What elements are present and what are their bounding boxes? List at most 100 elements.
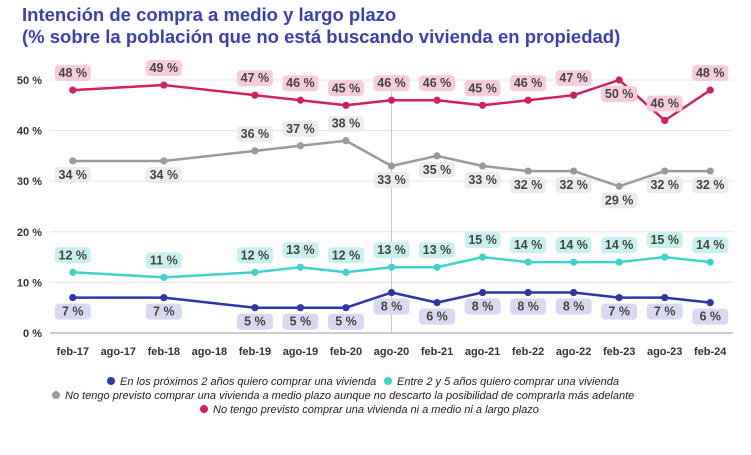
data-label-bg [282, 75, 319, 92]
data-point [478, 288, 487, 297]
data-label: 45 % [468, 81, 497, 95]
x-tick-label: feb-18 [148, 346, 180, 358]
data-label-bg [510, 237, 547, 254]
data-label: 34 % [150, 168, 179, 182]
data-label-bg [601, 237, 638, 254]
data-point [433, 152, 441, 160]
data-label: 6 % [426, 310, 448, 324]
data-label: 14 % [696, 238, 725, 252]
data-label-bg [464, 298, 501, 315]
data-label-bg [510, 177, 547, 194]
chart-subtitle: (% sobre la población que no está buscan… [22, 26, 621, 47]
data-point [615, 76, 623, 84]
data-label: 49 % [150, 61, 179, 75]
data-label: 5 % [244, 315, 266, 329]
data-point [296, 304, 305, 312]
data-label: 13 % [423, 243, 452, 257]
data-label-bg [419, 242, 456, 259]
data-label: 35 % [423, 163, 452, 177]
x-tick-label: ago-22 [556, 346, 591, 358]
data-label-bg [236, 70, 273, 87]
data-label: 13 % [377, 243, 406, 257]
data-label-bg [145, 60, 182, 77]
data-label-bg [601, 303, 638, 320]
data-point [615, 293, 623, 302]
data-label-bg [327, 115, 364, 132]
data-label: 46 % [377, 76, 406, 90]
data-point [342, 268, 350, 276]
data-label-bg [692, 177, 729, 194]
legend-dot-icon [52, 391, 60, 400]
data-point [251, 268, 259, 276]
data-point [160, 157, 168, 165]
data-label-bg [282, 242, 319, 259]
data-point [160, 293, 168, 302]
data-point [706, 167, 714, 175]
data-label: 45 % [332, 81, 361, 95]
data-point [69, 293, 77, 302]
x-tick-label: ago-20 [374, 346, 409, 358]
data-point [615, 258, 623, 266]
data-label-bg [54, 247, 91, 264]
data-label: 8 % [472, 300, 494, 314]
data-label: 29 % [605, 193, 634, 207]
data-label-bg [692, 237, 729, 254]
data-label: 47 % [559, 71, 588, 85]
data-label: 12 % [241, 248, 270, 262]
data-point [661, 253, 669, 261]
data-label: 14 % [559, 238, 588, 252]
data-label: 8 % [381, 300, 403, 314]
data-label: 34 % [59, 168, 88, 182]
x-tick-label: ago-17 [101, 346, 136, 358]
data-point [296, 142, 305, 150]
data-label-bg [373, 298, 410, 315]
data-point [251, 91, 259, 99]
legend-label: No tengo previsto comprar una vivienda n… [213, 404, 539, 416]
data-point [342, 137, 350, 145]
data-label-bg [464, 80, 501, 97]
data-label: 37 % [286, 122, 315, 136]
data-label-bg [419, 75, 456, 92]
data-point [661, 167, 669, 175]
data-label: 46 % [423, 76, 452, 90]
data-label: 32 % [514, 178, 543, 192]
data-label-bg [373, 172, 410, 189]
data-label: 38 % [332, 117, 361, 131]
data-label-bg [282, 313, 319, 330]
data-label-bg [510, 298, 547, 315]
data-point [160, 81, 168, 89]
data-label-bg [145, 252, 182, 269]
data-label-bg [601, 192, 638, 209]
data-point [69, 268, 77, 276]
data-point [524, 288, 532, 297]
data-label-bg [236, 247, 273, 264]
data-label: 13 % [286, 243, 315, 257]
data-label: 36 % [241, 127, 270, 141]
legend-label: En los próximos 2 años quiero comprar un… [120, 376, 377, 388]
data-label-bg [555, 70, 592, 87]
data-point [570, 167, 578, 175]
legend-item: No tengo previsto comprar una vivienda a… [52, 390, 634, 402]
x-tick-label: ago-23 [647, 346, 682, 358]
data-label-bg [327, 247, 364, 264]
data-point [433, 299, 441, 307]
data-label: 48 % [59, 66, 88, 80]
data-point [524, 167, 532, 175]
data-point [570, 288, 578, 297]
data-label-bg [646, 232, 683, 249]
data-label-bg [282, 120, 319, 137]
data-point [478, 101, 487, 109]
data-point [570, 258, 578, 266]
data-label: 50 % [605, 87, 634, 101]
data-point [524, 96, 532, 104]
data-point [69, 86, 77, 94]
data-point [661, 116, 669, 125]
data-label: 8 % [517, 300, 539, 314]
data-label-bg [419, 161, 456, 178]
data-label: 32 % [696, 178, 725, 192]
data-label: 8 % [563, 300, 585, 314]
y-tick-label: 20 % [17, 227, 42, 239]
data-label-bg [145, 166, 182, 183]
data-point [478, 162, 487, 170]
data-label: 47 % [241, 71, 270, 85]
